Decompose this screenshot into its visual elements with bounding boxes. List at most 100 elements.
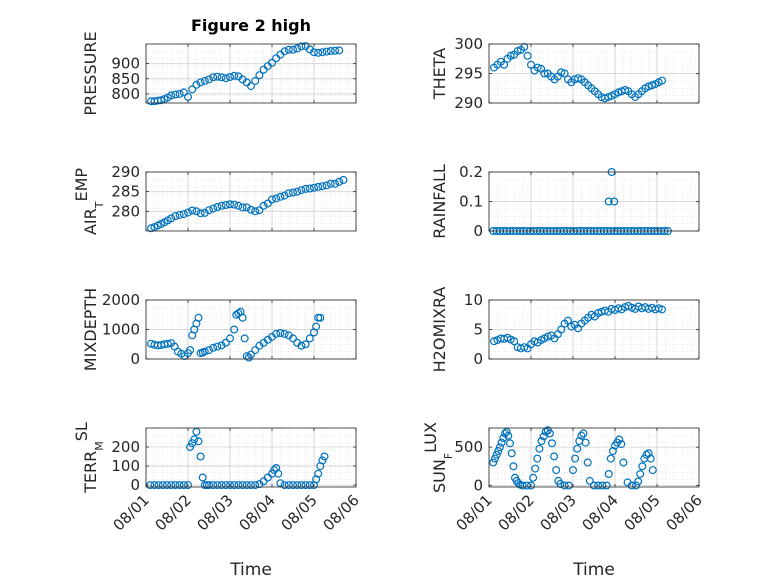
- data-point: [301, 481, 310, 490]
- data-point: [305, 184, 314, 193]
- y-tick-label: 5: [473, 321, 483, 339]
- data-point: [209, 204, 218, 213]
- data-point: [547, 439, 556, 448]
- data-point: [589, 481, 598, 490]
- data-point: [631, 481, 640, 490]
- axes-box: [145, 427, 357, 488]
- data-point: [251, 76, 260, 85]
- data-point: [331, 46, 340, 55]
- data-point: [581, 438, 590, 447]
- data-point: [268, 58, 277, 67]
- data-point: [188, 85, 197, 94]
- data-point: [585, 476, 594, 485]
- data-point: [175, 89, 184, 98]
- data-point: [617, 440, 626, 449]
- x-tick-label: 08/01: [453, 491, 496, 534]
- data-point: [217, 73, 226, 82]
- data-point: [221, 481, 230, 490]
- x-axis-label-right: Time: [572, 560, 615, 580]
- data-point: [523, 51, 532, 60]
- data-point: [284, 481, 293, 490]
- data-point: [213, 72, 222, 81]
- data-point: [205, 206, 214, 215]
- data-point: [602, 481, 611, 490]
- data-point: [196, 209, 205, 218]
- data-point: [217, 341, 226, 350]
- data-point: [179, 481, 188, 490]
- y-tick-label: 280: [111, 202, 140, 220]
- data-point: [615, 435, 624, 444]
- data-point: [564, 481, 573, 490]
- data-point: [293, 187, 302, 196]
- y-tick-label: 2000: [102, 291, 140, 309]
- data-point: [318, 182, 327, 191]
- data-point: [529, 473, 538, 482]
- data-point: [600, 94, 609, 103]
- data-point: [619, 458, 628, 467]
- data-point: [175, 210, 184, 219]
- data-point: [209, 73, 218, 82]
- data-point: [326, 46, 335, 55]
- data-point: [507, 449, 516, 458]
- data-point: [247, 82, 256, 91]
- data-point: [184, 481, 193, 490]
- y-axis-label: H2OMIXRA: [430, 287, 449, 373]
- data-point: [654, 304, 663, 313]
- data-point: [184, 208, 193, 217]
- x-tick-label: 08/03: [537, 491, 580, 534]
- data-point: [301, 340, 310, 349]
- x-tick-label: 08/04: [579, 491, 622, 534]
- data-point: [490, 454, 499, 463]
- data-point: [167, 214, 176, 223]
- x-tick-label: 08/06: [663, 491, 706, 534]
- data-point: [259, 201, 268, 210]
- data-point: [163, 481, 172, 490]
- x-tick-label: 08/06: [320, 491, 363, 534]
- data-point: [238, 481, 247, 490]
- y-tick-label: 850: [111, 70, 140, 88]
- data-point: [322, 181, 331, 190]
- data-point: [209, 343, 218, 352]
- data-point: [217, 201, 226, 210]
- data-point: [537, 437, 546, 446]
- data-point: [557, 68, 566, 77]
- subplot-6: 0 0.1 0.2 RAINFALL: [430, 163, 700, 240]
- y-tick-label: 10: [464, 291, 483, 309]
- y-axis-label: AIRTEMP: [72, 168, 106, 235]
- data-point: [158, 481, 167, 490]
- axes-box: [145, 171, 357, 232]
- data-point: [550, 452, 559, 461]
- data-point: [200, 208, 209, 217]
- data-point: [167, 91, 176, 100]
- y-tick-label: 200: [111, 438, 140, 456]
- data-point: [205, 346, 214, 355]
- data-point: [263, 199, 272, 208]
- data-point: [234, 309, 243, 318]
- data-point: [196, 78, 205, 87]
- data-point: [583, 458, 592, 467]
- x-tick-label: 08/05: [278, 491, 321, 534]
- x-tick-label: 08/05: [621, 491, 664, 534]
- data-point: [604, 197, 613, 206]
- y-tick-label: 800: [111, 85, 140, 103]
- data-point: [238, 203, 247, 212]
- data-point: [221, 74, 230, 83]
- data-point: [230, 71, 239, 80]
- data-point: [318, 456, 327, 465]
- data-point: [167, 481, 176, 490]
- data-point: [242, 481, 251, 490]
- data-point: [644, 449, 653, 458]
- data-point: [171, 212, 180, 221]
- data-point: [489, 458, 498, 467]
- data-point: [598, 481, 607, 490]
- data-point: [522, 481, 531, 490]
- data-point: [545, 429, 554, 438]
- data-point: [154, 481, 163, 490]
- data-point: [500, 60, 509, 69]
- data-point: [284, 189, 293, 198]
- data-point: [497, 438, 506, 447]
- data-point: [213, 342, 222, 351]
- data-point: [540, 69, 549, 78]
